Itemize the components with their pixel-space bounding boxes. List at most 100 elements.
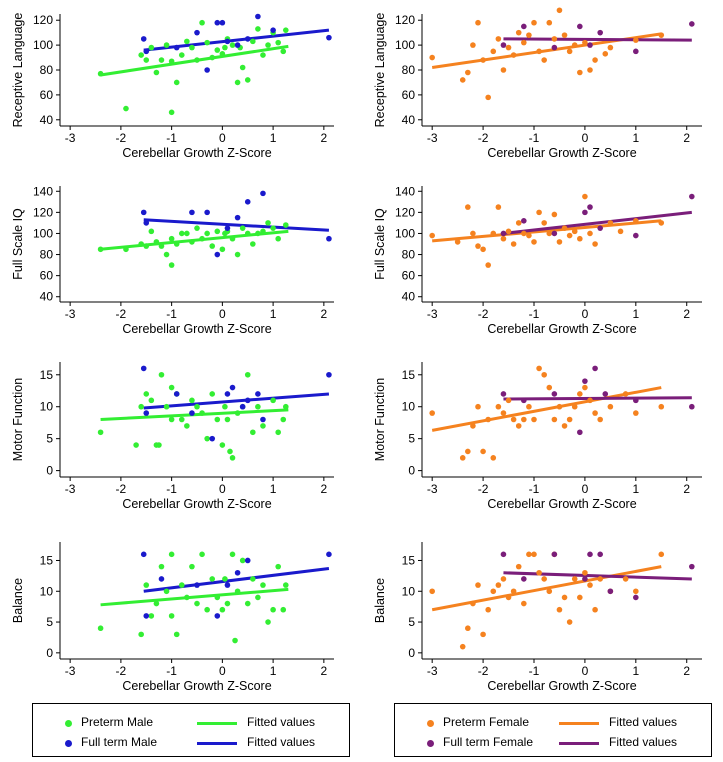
y-tick-label: 0 <box>408 464 415 478</box>
data-point-preterm_male <box>123 105 129 112</box>
data-point-preterm_female <box>602 51 609 57</box>
data-point-preterm_male <box>178 416 185 423</box>
data-point-preterm_male <box>219 442 226 448</box>
data-point-fullterm_male <box>229 384 236 391</box>
data-point-preterm_male <box>168 613 175 619</box>
data-point-preterm_male <box>97 429 104 436</box>
data-point-preterm_male <box>204 606 210 613</box>
data-point-preterm_male <box>153 69 160 76</box>
data-point-preterm_female <box>465 625 471 632</box>
data-point-fullterm_female <box>500 551 507 558</box>
y-tick-label: 80 <box>40 248 54 262</box>
data-point-fullterm_male <box>173 44 180 51</box>
fitted-line-fullterm_female <box>503 396 692 401</box>
data-point-preterm_female <box>566 232 573 239</box>
y-tick-label: 80 <box>40 63 54 77</box>
data-point-preterm_female <box>515 563 522 570</box>
x-tick-label: -1 <box>166 131 177 145</box>
data-point-fullterm_male <box>326 34 332 41</box>
data-point-preterm_male <box>222 44 228 51</box>
data-point-preterm_female <box>541 57 547 63</box>
x-tick-label: -3 <box>65 664 76 678</box>
y-tick-label: 5 <box>408 432 415 446</box>
data-point-preterm_female <box>561 423 568 429</box>
data-point-preterm_female <box>526 551 532 558</box>
data-point-preterm_female <box>480 631 486 638</box>
data-point-preterm_female <box>470 42 476 48</box>
data-point-preterm_male <box>229 551 236 558</box>
data-point-preterm_female <box>526 403 532 410</box>
x-axis-label: Cerebellar Growth Z-Score <box>122 497 271 511</box>
data-point-preterm_female <box>470 600 476 607</box>
data-point-preterm_female <box>454 239 461 245</box>
x-tick-label: -3 <box>65 307 76 321</box>
data-point-preterm_male <box>133 442 139 448</box>
y-axis-label: Motor Function <box>373 378 387 461</box>
data-point-preterm_female <box>633 410 639 416</box>
y-tick-label: 10 <box>402 400 416 414</box>
data-point-preterm_female <box>658 32 665 38</box>
data-point-preterm_male <box>239 225 246 231</box>
data-point-preterm_female <box>490 230 497 237</box>
data-point-preterm_female <box>475 403 481 410</box>
data-point-preterm_female <box>485 416 491 423</box>
legend-line-fitted-preterm-female <box>559 722 599 725</box>
data-point-preterm_female <box>465 448 471 455</box>
data-point-preterm_female <box>536 48 542 55</box>
data-point-preterm_male <box>275 39 281 46</box>
legend-label-fitted-fullterm-male: Fitted values <box>247 735 316 749</box>
data-point-fullterm_male <box>224 582 231 588</box>
data-point-preterm_male <box>138 631 144 638</box>
data-point-preterm_male <box>260 228 266 235</box>
data-point-preterm_female <box>577 235 583 242</box>
data-point-preterm_male <box>209 54 216 61</box>
x-tick-label: 2 <box>321 131 328 145</box>
x-axis-label: Cerebellar Growth Z-Score <box>487 679 636 693</box>
data-point-fullterm_female <box>587 551 593 558</box>
data-point-preterm_male <box>265 619 271 625</box>
y-tick-label: 60 <box>402 269 416 283</box>
y-axis-label: Receptive Language <box>11 13 25 128</box>
data-point-preterm_female <box>536 209 542 216</box>
data-point-preterm_female <box>561 594 568 601</box>
fitted-line-fullterm_female <box>503 37 692 42</box>
data-point-preterm_male <box>204 230 210 237</box>
y-tick-label: 80 <box>402 248 416 262</box>
data-point-preterm_male <box>138 241 144 247</box>
legend-line-fitted-fullterm-female <box>559 742 599 745</box>
data-point-preterm_male <box>199 410 205 416</box>
x-tick-label: -2 <box>478 482 489 496</box>
x-tick-label: 1 <box>270 131 277 145</box>
y-tick-label: 140 <box>33 184 53 198</box>
data-point-preterm_female <box>495 403 502 410</box>
y-tick-label: 60 <box>40 88 54 102</box>
data-point-preterm_male <box>199 235 205 242</box>
data-point-preterm_female <box>556 606 563 613</box>
data-point-preterm_male <box>143 582 150 588</box>
data-point-preterm_female <box>658 403 665 410</box>
data-point-preterm_female <box>551 416 558 423</box>
data-point-preterm_female <box>592 57 598 63</box>
data-point-preterm_male <box>158 563 165 570</box>
data-point-preterm_male <box>153 239 160 245</box>
data-point-fullterm_female <box>597 29 603 36</box>
data-point-preterm_male <box>194 403 200 410</box>
data-point-fullterm_female <box>607 588 614 595</box>
data-point-preterm_male <box>143 391 150 397</box>
fitted-line-fullterm_female <box>503 571 692 581</box>
x-tick-label: 0 <box>219 664 226 678</box>
data-point-preterm_female <box>541 220 547 226</box>
data-point-preterm_male <box>214 416 221 423</box>
y-tick-label: 60 <box>402 88 416 102</box>
data-point-preterm_male <box>234 410 241 416</box>
data-point-fullterm_female <box>500 391 507 397</box>
x-tick-label: -3 <box>427 664 438 678</box>
data-point-preterm_male <box>123 246 129 253</box>
data-point-preterm_male <box>143 57 150 63</box>
y-tick-label: 120 <box>395 205 415 219</box>
data-point-preterm_female <box>658 551 665 558</box>
data-point-fullterm_female <box>633 48 639 55</box>
data-point-fullterm_female <box>633 397 639 404</box>
data-point-preterm_male <box>194 600 200 607</box>
data-point-preterm_female <box>607 220 614 226</box>
